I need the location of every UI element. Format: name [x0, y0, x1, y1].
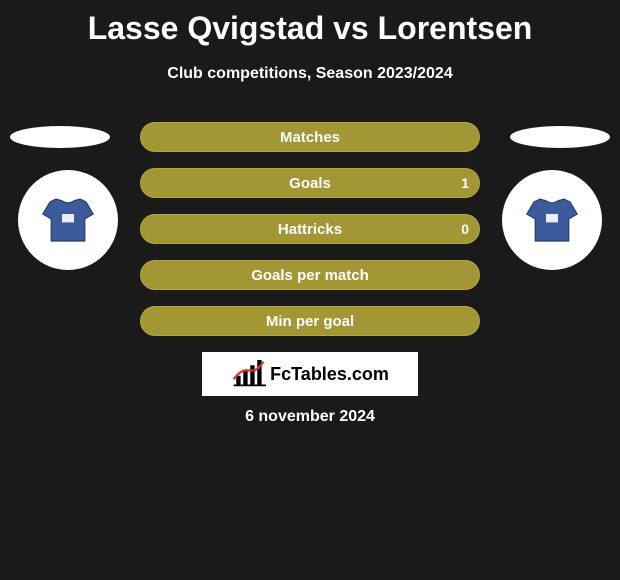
stat-row: Hattricks 0 [140, 214, 480, 244]
shirt-icon [38, 190, 98, 250]
bars-icon [231, 360, 266, 388]
stat-value-right: 0 [461, 221, 469, 237]
stat-row: Matches [140, 122, 480, 152]
stat-label: Goals per match [251, 267, 369, 284]
subtitle: Club competitions, Season 2023/2024 [0, 65, 620, 83]
page-title: Lasse Qvigstad vs Lorentsen [0, 0, 620, 47]
stat-row: Goals 1 [140, 168, 480, 198]
stat-label: Min per goal [266, 313, 354, 330]
player-right-jersey [502, 170, 602, 270]
platform-right [510, 126, 610, 148]
stat-label: Goals [289, 175, 331, 192]
player-left-jersey [18, 170, 118, 270]
fctables-logo: FcTables.com [202, 352, 418, 396]
stat-label: Matches [280, 129, 340, 146]
stat-label: Hattricks [278, 221, 342, 238]
logo-text: FcTables.com [270, 364, 389, 385]
stat-value-right: 1 [461, 175, 469, 191]
stats-container: Matches Goals 1 Hattricks 0 Goals per match Mi… [140, 122, 480, 352]
shirt-icon [522, 190, 582, 250]
date-text: 6 november 2024 [0, 408, 620, 426]
stat-row: Min per goal [140, 306, 480, 336]
platform-left [10, 126, 110, 148]
stat-row: Goals per match [140, 260, 480, 290]
